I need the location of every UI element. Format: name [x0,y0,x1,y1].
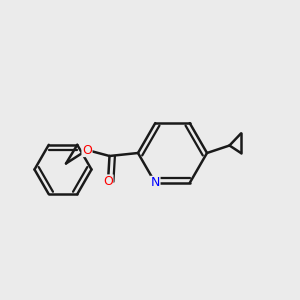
Text: N: N [151,176,160,189]
Text: O: O [82,143,92,157]
Text: O: O [103,175,113,188]
